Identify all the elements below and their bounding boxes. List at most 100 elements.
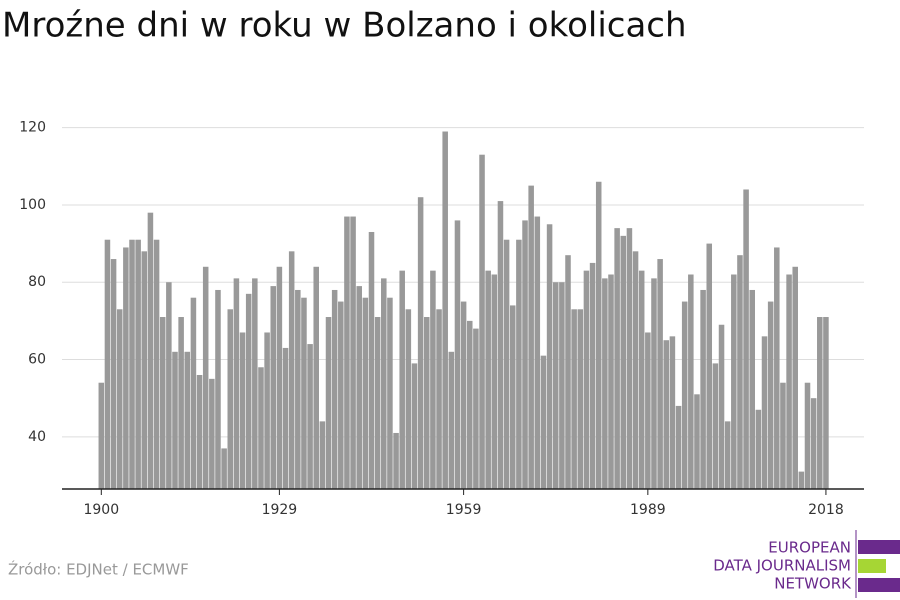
- bar: [159, 317, 166, 489]
- bar: [374, 317, 381, 489]
- bar: [632, 251, 639, 489]
- bar: [387, 297, 393, 489]
- bar: [460, 301, 467, 489]
- bar: [473, 328, 479, 489]
- bar: [110, 259, 117, 489]
- bar: [749, 289, 755, 489]
- bar: [583, 270, 590, 489]
- bar: [565, 255, 571, 489]
- bar: [552, 282, 559, 489]
- bar: [147, 212, 154, 489]
- x-tick-label: 1929: [262, 502, 298, 518]
- y-tick-label: 120: [19, 120, 46, 136]
- bar: [595, 181, 602, 490]
- bar: [123, 247, 129, 489]
- bar: [614, 228, 620, 489]
- bar: [239, 332, 246, 489]
- bar: [804, 382, 811, 489]
- bar: [675, 405, 682, 489]
- bar: [657, 259, 663, 489]
- bar: [767, 301, 774, 489]
- bar: [221, 448, 227, 489]
- bar: [522, 220, 528, 489]
- bar: [417, 197, 424, 489]
- bar: [325, 317, 332, 489]
- bar: [577, 309, 584, 489]
- bar: [466, 320, 473, 489]
- y-tick-label: 80: [28, 274, 46, 290]
- bar: [215, 289, 221, 489]
- bar: [116, 309, 123, 489]
- bar: [761, 336, 768, 489]
- bar: [190, 297, 197, 489]
- bar: [786, 274, 792, 489]
- source: Źródło: EDJNet / ECMWF: [8, 560, 189, 579]
- bar: [202, 266, 209, 489]
- bar: [706, 243, 713, 489]
- bar: [620, 235, 627, 489]
- bar: [350, 216, 356, 489]
- bar: [227, 309, 234, 489]
- bar: [546, 224, 553, 490]
- bar: [497, 201, 504, 489]
- bar: [381, 278, 387, 489]
- bar: [233, 278, 240, 489]
- bar: [338, 301, 344, 489]
- bar: [645, 332, 651, 489]
- bar: [479, 154, 485, 489]
- bar: [356, 286, 362, 489]
- logo-bar: [858, 540, 900, 554]
- bar: [405, 309, 412, 489]
- bar: [626, 228, 633, 489]
- bar: [264, 332, 270, 489]
- bar: [608, 274, 614, 489]
- bar: [528, 185, 534, 490]
- bar: [258, 367, 264, 489]
- bar: [362, 297, 369, 489]
- logo-bar: [858, 559, 886, 573]
- y-tick-label: 40: [28, 429, 46, 445]
- bar: [602, 278, 608, 489]
- logo-text: NETWORK: [774, 575, 852, 593]
- bar: [651, 278, 657, 489]
- y-tick-label: 100: [19, 197, 46, 213]
- bar: [638, 270, 645, 489]
- bar: [509, 305, 516, 489]
- bar: [153, 239, 160, 489]
- bar: [276, 266, 283, 489]
- bar: [104, 239, 111, 489]
- x-tick-label: 1900: [83, 502, 119, 518]
- bar: [534, 216, 541, 489]
- bar: [411, 363, 418, 489]
- x-tick-label: 1989: [630, 502, 666, 518]
- bar: [442, 131, 448, 489]
- bar: [135, 239, 141, 489]
- bar: [307, 344, 313, 489]
- bar: [288, 251, 295, 489]
- bar: [98, 382, 105, 489]
- bar: [718, 324, 725, 489]
- bar: [282, 347, 289, 489]
- bar: [712, 363, 719, 489]
- x-tick-label: 2018: [808, 502, 844, 518]
- bar: [166, 282, 172, 489]
- bar: [430, 270, 436, 489]
- chart-title: Mroźne dni w roku w Bolzano i okolicach: [2, 6, 687, 46]
- bar: [319, 421, 326, 489]
- bar: [694, 394, 700, 489]
- bar: [331, 289, 338, 489]
- bar: [436, 309, 442, 489]
- bar: [448, 351, 455, 489]
- bar: [252, 278, 258, 489]
- bar: [724, 421, 731, 489]
- bar: [743, 189, 749, 489]
- bar: [399, 270, 405, 489]
- bar: [424, 317, 430, 489]
- bar: [559, 282, 565, 489]
- bar: [810, 398, 817, 489]
- bar: [344, 216, 350, 489]
- bar: [540, 355, 547, 489]
- bar: [368, 231, 375, 489]
- bar: [209, 378, 215, 489]
